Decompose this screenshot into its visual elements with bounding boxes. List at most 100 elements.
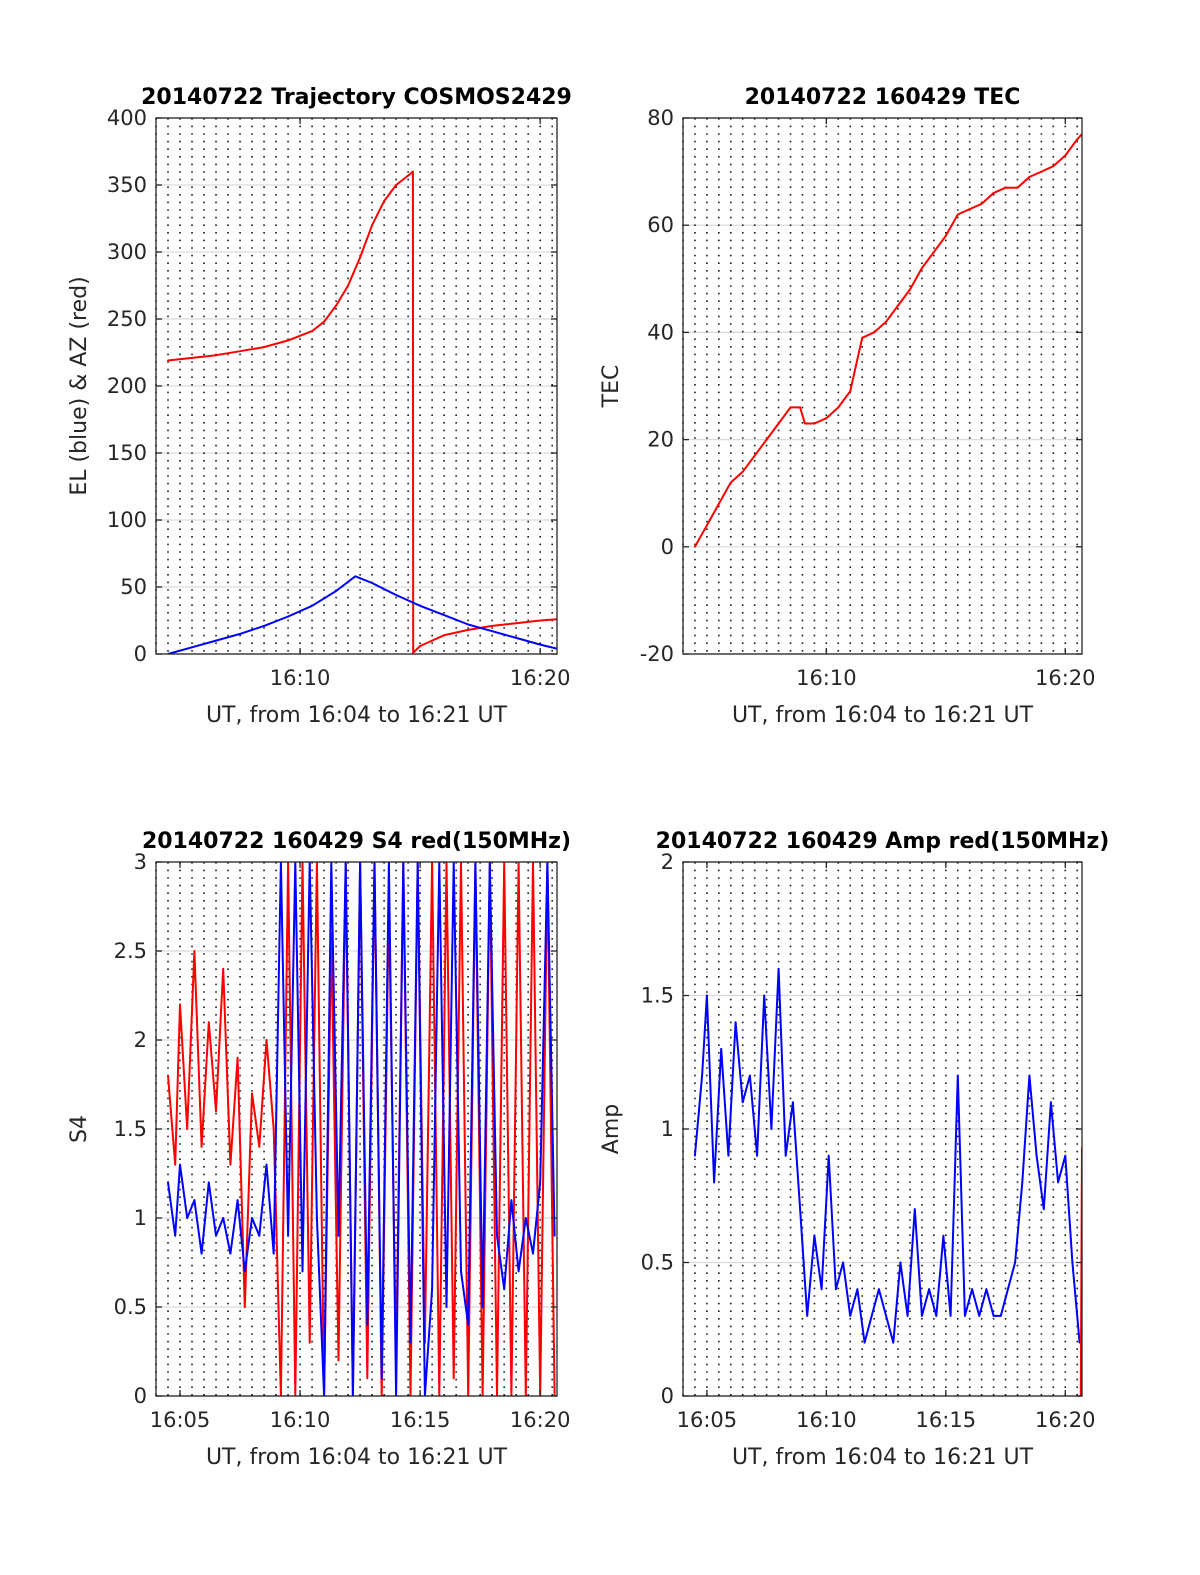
data-point (789, 406, 792, 409)
data-point (272, 1128, 275, 1130)
x-tick-label: 16:20 (510, 1408, 571, 1432)
data-point (311, 330, 313, 332)
data-point (799, 406, 801, 409)
data-point (191, 646, 193, 649)
panel-amp: 0 0.5 1 1.5 2 16:05 16:10 16:15 16:20 20140722 16… (599, 829, 1109, 1470)
data-point (992, 1315, 995, 1317)
data-point (942, 1234, 945, 1237)
data-point (694, 1154, 696, 1157)
y-tick-label: 1.5 (641, 984, 674, 1008)
data-point (849, 1315, 852, 1317)
data-point (792, 1101, 794, 1104)
data-point (705, 524, 708, 527)
y-tick-label: 60 (647, 213, 674, 237)
y-tick-label: 80 (647, 106, 674, 130)
data-point (258, 1145, 261, 1148)
data-point (837, 406, 840, 409)
data-point (524, 1217, 527, 1219)
y-tick-label: 2 (661, 850, 674, 874)
y-axis-label: Amp (599, 1104, 624, 1154)
data-point (949, 1315, 952, 1317)
data-point (734, 1021, 737, 1024)
data-point (928, 1288, 930, 1291)
data-point (243, 1306, 246, 1308)
data-point (803, 422, 806, 425)
data-point (287, 1234, 289, 1237)
data-point (741, 1101, 744, 1104)
data-point (820, 1288, 823, 1291)
data-point (354, 575, 357, 578)
x-axis-label: UT, from 16:04 to 16:21 UT (206, 703, 508, 728)
data-point (222, 967, 225, 970)
data-point (1064, 1154, 1067, 1157)
data-point (906, 1315, 909, 1317)
data-point (539, 1181, 542, 1184)
y-tick-label: 2.5 (114, 939, 147, 963)
data-point (878, 1288, 880, 1291)
data-point (460, 1270, 462, 1273)
data-point (207, 1181, 210, 1184)
x-axis-label: UT, from 16:04 to 16:21 UT (206, 1445, 508, 1470)
data-point (272, 1252, 275, 1255)
data-point (763, 994, 766, 997)
data-point (1057, 1181, 1060, 1184)
data-point (412, 651, 415, 654)
data-point (287, 615, 289, 618)
data-point (1071, 1261, 1074, 1264)
y-tick-label: 250 (107, 307, 147, 331)
data-point (443, 634, 446, 637)
data-point (395, 184, 398, 186)
data-point (813, 422, 816, 425)
data-point (229, 1252, 232, 1255)
data-point (777, 422, 780, 425)
y-tick-label: 0 (661, 1384, 674, 1408)
x-tick-label: 16:20 (1035, 1408, 1096, 1432)
data-point (515, 637, 518, 639)
data-point (701, 1074, 704, 1077)
data-point (215, 639, 217, 642)
data-point (827, 1154, 830, 1157)
series-line-1 (694, 133, 1082, 548)
data-point (856, 1288, 859, 1291)
data-point (337, 1359, 340, 1362)
data-point (335, 304, 337, 307)
data-point (713, 1181, 715, 1184)
data-point (913, 1208, 916, 1210)
data-point (956, 213, 959, 216)
data-point (371, 224, 374, 227)
x-tick-label: 16:15 (916, 1408, 977, 1432)
data-point (863, 1341, 866, 1344)
data-point (885, 1315, 887, 1317)
data-point (407, 174, 410, 177)
data-point (964, 1315, 966, 1317)
data-point (467, 628, 470, 631)
data-point (1028, 176, 1031, 178)
data-point (179, 1163, 181, 1166)
data-point (799, 1208, 801, 1210)
x-axis-label: UT, from 16:04 to 16:21 UT (732, 703, 1034, 728)
data-point (539, 643, 542, 646)
data-point (452, 1377, 455, 1380)
data-point (856, 358, 859, 361)
x-tick-label: 16:10 (270, 1408, 331, 1432)
data-point (861, 336, 864, 339)
data-point (1064, 154, 1067, 157)
data-point (720, 1048, 723, 1050)
data-point (842, 1261, 844, 1264)
y-tick-label: 0 (134, 642, 147, 666)
data-point (186, 1128, 189, 1130)
data-point (371, 582, 374, 584)
x-tick-label: 16:20 (510, 666, 571, 690)
data-point (1016, 186, 1019, 189)
data-point (517, 1270, 520, 1273)
y-tick-label: 1 (134, 1206, 147, 1230)
data-point (419, 604, 422, 607)
data-point (167, 359, 169, 362)
y-tick-label: 50 (120, 575, 147, 599)
data-point (409, 1341, 412, 1344)
data-point (193, 950, 196, 952)
data-point (323, 320, 325, 323)
data-point (251, 1217, 253, 1219)
